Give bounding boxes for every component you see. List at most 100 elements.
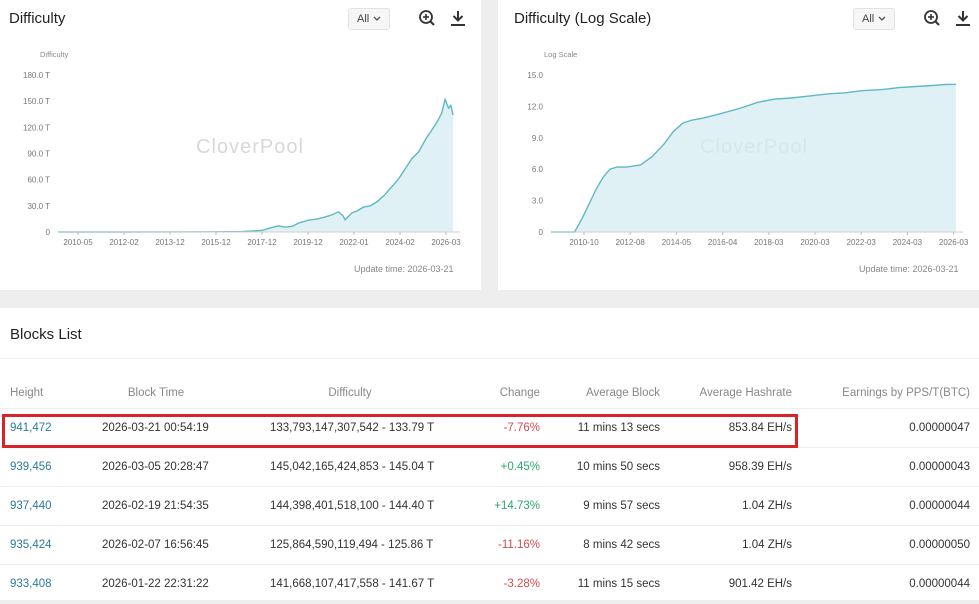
zoom-in-icon[interactable] [417, 8, 437, 28]
x-tick-label: 2026-03 [431, 238, 461, 247]
table-row: 941,472 2026-03-21 00:54:19 133,793,147,30… [0, 409, 979, 448]
hashrate-cell: 1.04 ZH/s [742, 500, 792, 512]
header-height: Height [10, 387, 44, 399]
y-tick-label: 9.0 [532, 134, 544, 143]
block-time-cell: 2026-01-22 22:31:22 [102, 578, 209, 590]
difficulty-range-select[interactable]: All [348, 8, 391, 30]
download-icon[interactable] [448, 8, 468, 28]
x-tick-label: 2010-05 [63, 238, 93, 247]
y-tick-label: 120.0 T [23, 123, 50, 132]
header-average-block: Average Block [586, 387, 660, 399]
hashrate-cell: 958.39 EH/s [728, 461, 792, 473]
log-range-select[interactable]: All [853, 8, 896, 30]
y-tick-label: 6.0 [532, 165, 544, 174]
chevron-down-icon [373, 13, 381, 25]
block-time-cell: 2026-03-05 20:28:47 [102, 461, 209, 473]
header-earnings: Earnings by PPS/T(BTC) [842, 387, 970, 399]
y-tick-label: 60.0 T [27, 176, 50, 185]
x-tick-label: 2018-03 [754, 238, 784, 247]
table-row: 935,424 2026-02-07 16:56:45 125,864,590,11… [0, 526, 979, 565]
series-line [58, 97, 454, 233]
hashrate-cell: 1.04 ZH/s [742, 539, 792, 551]
y-tick-label: 15.0 [527, 71, 543, 80]
x-tick-label: 2022-03 [847, 238, 877, 247]
x-tick-label: 2012-08 [616, 238, 646, 247]
block-time-cell: 2026-03-21 00:54:19 [102, 422, 209, 434]
difficulty-cell: 133,793,147,307,542 - 133.79 T [270, 422, 435, 434]
change-cell: -11.16% [498, 539, 540, 551]
y-axis-title: Difficulty [40, 50, 68, 59]
series-line [551, 83, 956, 233]
series-area [58, 99, 454, 233]
x-tick-label: 2016-04 [708, 238, 738, 247]
header-change: Change [499, 387, 540, 399]
table-row: 933,408 2026-01-22 22:31:22 141,668,107,41… [0, 565, 979, 604]
log-difficulty-chart: Log Scale03.06.09.012.015.0CloverPool201… [527, 50, 969, 247]
section-divider [0, 358, 979, 359]
earnings-cell: 0.00000043 [909, 461, 970, 473]
table-row: 937,440 2026-02-19 21:54:35 144,398,401,51… [0, 487, 979, 526]
earnings-cell: 0.00000044 [909, 578, 970, 590]
y-tick-label: 180.0 T [23, 71, 50, 80]
log-update-time: Update time: 2026-03-21 [859, 264, 959, 274]
difficulty-cell: 145,042,165,424,853 - 145.04 T [270, 461, 435, 473]
x-tick-label: 2019-12 [293, 238, 323, 247]
block-time-cell: 2026-02-19 21:54:35 [102, 500, 209, 512]
log-difficulty-chart-card: Difficulty (Log Scale) All Log Scale 0 3.0… [498, 0, 979, 290]
earnings-cell: 0.00000050 [909, 539, 970, 551]
hashrate-cell: 901.42 EH/s [728, 578, 792, 590]
difficulty-cell: 144,398,401,518,100 - 144.40 T [270, 500, 435, 512]
series-area [551, 84, 956, 233]
y-tick-label: 150.0 T [23, 97, 50, 106]
header-block-time: Block Time [127, 387, 185, 399]
x-tick-label: 2010-10 [569, 238, 599, 247]
y-tick-label: 90.0 T [27, 150, 50, 159]
hashrate-cell: 853.84 EH/s [728, 422, 792, 434]
x-tick-label: 2015-12 [201, 238, 231, 247]
difficulty-cell: 141,668,107,417,558 - 141.67 T [270, 578, 435, 590]
earnings-cell: 0.00000047 [909, 422, 970, 434]
watermark: CloverPool [196, 136, 304, 158]
x-tick-label: 2014-05 [662, 238, 692, 247]
change-cell: -7.76% [503, 422, 540, 434]
change-cell: +14.73% [494, 500, 540, 512]
y-axis-title: Log Scale [544, 50, 577, 59]
table-header-row: Height Block Time Difficulty Change Aver… [0, 378, 979, 409]
difficulty-cell: 125,864,590,119,494 - 125.86 T [270, 539, 434, 551]
average-block-cell: 9 mins 57 secs [583, 500, 660, 512]
chevron-down-icon [878, 13, 886, 25]
x-tick-label: 2022-01 [339, 238, 369, 247]
average-block-cell: 10 mins 50 secs [576, 461, 660, 473]
download-icon[interactable] [953, 8, 973, 28]
earnings-cell: 0.00000044 [909, 500, 970, 512]
header-difficulty: Difficulty [328, 387, 372, 399]
x-tick-label: 2026-03 [939, 238, 969, 247]
x-tick-label: 2020-03 [800, 238, 830, 247]
zoom-in-icon[interactable] [922, 8, 942, 28]
x-tick-label: 2024-02 [385, 238, 415, 247]
y-tick-label: 0 [46, 228, 51, 237]
y-tick-label: 12.0 [527, 102, 543, 111]
range-select-value: All [357, 13, 370, 25]
height-link[interactable]: 935,424 [10, 539, 52, 551]
blocks-list-section: Blocks List Height Block Time Difficulty… [0, 308, 979, 604]
range-select-value: All [862, 13, 875, 25]
block-time-cell: 2026-02-07 16:56:45 [102, 539, 209, 551]
difficulty-update-time: Update time: 2026-03-21 [354, 264, 454, 274]
blocks-list-title: Blocks List [10, 326, 82, 343]
x-tick-label: 2012-02 [109, 238, 139, 247]
change-cell: +0.45% [500, 461, 540, 473]
x-tick-label: 2024-03 [893, 238, 923, 247]
height-link[interactable]: 941,472 [10, 422, 52, 434]
x-tick-label: 2017-12 [247, 238, 277, 247]
y-tick-label: 0 [539, 228, 544, 237]
log-chart-title: Difficulty (Log Scale) [514, 10, 652, 27]
height-link[interactable]: 937,440 [10, 500, 52, 512]
change-cell: -3.28% [503, 578, 540, 590]
height-link[interactable]: 933,408 [10, 578, 52, 590]
average-block-cell: 8 mins 42 secs [583, 539, 660, 551]
y-tick-label: 30.0 T [27, 202, 50, 211]
average-block-cell: 11 mins 15 secs [577, 578, 660, 590]
height-link[interactable]: 939,456 [10, 461, 52, 473]
average-block-cell: 11 mins 13 secs [577, 422, 660, 434]
